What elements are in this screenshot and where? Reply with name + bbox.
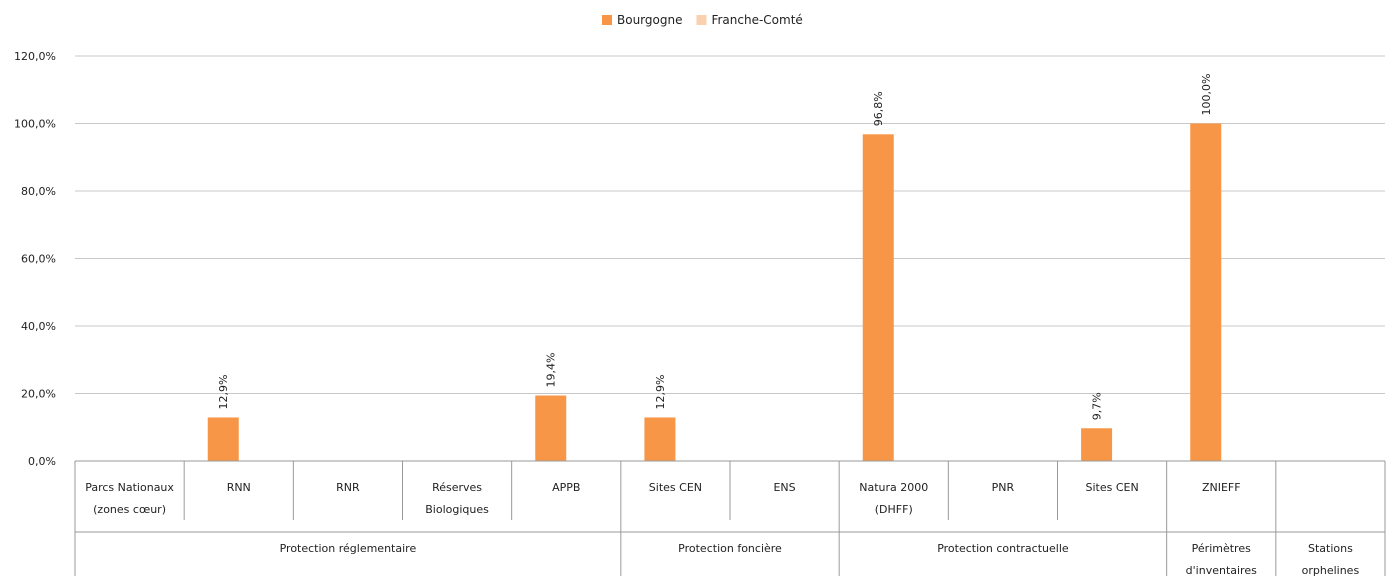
- group-label: orphelines: [1302, 564, 1360, 576]
- data-label: 100,0%: [1200, 74, 1213, 116]
- category-label: Biologiques: [425, 503, 489, 516]
- category-label: PNR: [992, 481, 1015, 494]
- bar: [644, 417, 676, 461]
- data-labels: 12,9% 19,4% 12,9% 96,8% 9,7% 100,0%: [217, 74, 1213, 421]
- y-tick-label: 100,0%: [14, 118, 56, 131]
- x-axis: Parcs Nationaux (zones cœur) RNN RNR Réserve…: [74, 460, 1386, 576]
- data-label: 96,8%: [872, 91, 885, 126]
- bar: [1081, 428, 1113, 461]
- y-tick-label: 60,0%: [21, 253, 56, 266]
- group-label: Protection foncière: [678, 542, 782, 555]
- category-label: Réserves: [432, 481, 482, 494]
- category-label: (DHFF): [875, 503, 913, 516]
- legend: Bourgogne Franche-Comté: [602, 13, 803, 27]
- legend-swatch-1: [696, 15, 707, 25]
- gridlines: [75, 55, 1385, 394]
- bar: [535, 395, 567, 461]
- category-label: ENS: [773, 481, 795, 494]
- bars: [207, 123, 1222, 462]
- data-label: 12,9%: [217, 375, 230, 410]
- bar: [862, 134, 894, 462]
- legend-swatch-0: [602, 15, 612, 25]
- group-label: d'inventaires: [1186, 564, 1257, 576]
- group-label: Périmètres: [1192, 542, 1251, 555]
- category-label: Sites CEN: [649, 481, 702, 494]
- legend-label-1: Franche-Comté: [711, 13, 802, 27]
- category-label: Natura 2000: [859, 481, 928, 494]
- y-tick-label: 0,0%: [28, 455, 56, 468]
- bar: [207, 417, 239, 461]
- category-label: RNR: [336, 481, 360, 494]
- category-label: Sites CEN: [1085, 481, 1138, 494]
- bar: [1190, 123, 1222, 461]
- y-tick-label: 80,0%: [21, 185, 56, 198]
- group-label: Stations: [1308, 542, 1353, 555]
- y-axis: 0,0% 20,0% 40,0% 60,0% 80,0% 100,0% 120,0%: [14, 50, 56, 468]
- data-label: 19,4%: [545, 353, 558, 388]
- category-label: ZNIEFF: [1202, 481, 1241, 494]
- group-label: Protection contractuelle: [937, 542, 1069, 555]
- data-label: 12,9%: [654, 375, 667, 410]
- y-tick-label: 20,0%: [21, 388, 56, 401]
- category-label: APPB: [552, 481, 580, 494]
- category-label: RNN: [227, 481, 251, 494]
- y-tick-label: 120,0%: [14, 50, 56, 63]
- group-label: Protection réglementaire: [280, 542, 417, 555]
- legend-label-0: Bourgogne: [617, 13, 682, 27]
- category-label: Parcs Nationaux: [85, 481, 174, 494]
- category-label: (zones cœur): [93, 503, 166, 516]
- y-tick-label: 40,0%: [21, 320, 56, 333]
- data-label: 9,7%: [1091, 392, 1104, 420]
